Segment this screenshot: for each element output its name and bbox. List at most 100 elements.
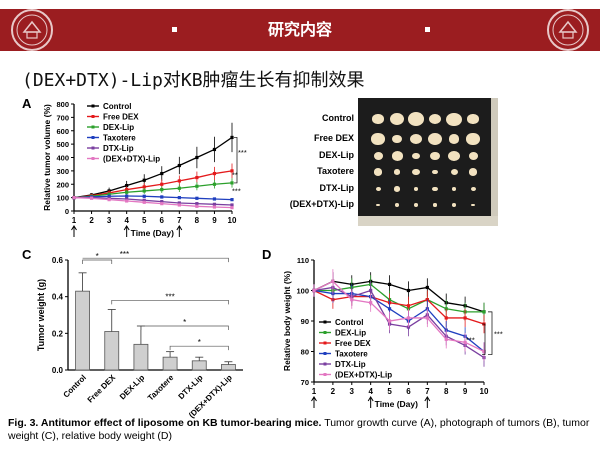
chart-d-point [406, 288, 411, 293]
caption-bold: Fig. 3. Antitumor effect of liposome on … [8, 417, 322, 429]
chart-d-y-tick-label: 100 [296, 287, 309, 296]
tumor-sample [373, 152, 383, 160]
chart-a-point [125, 199, 129, 203]
tumor-sample [375, 186, 381, 192]
chart-a-point [107, 194, 111, 198]
chart-c-category-label: Taxotere [146, 373, 176, 403]
chart-a-significance-label: *** [238, 148, 247, 157]
chart-d-legend-label: Taxotere [335, 350, 368, 359]
chart-c-bar [221, 364, 236, 371]
chart-a-point [142, 194, 146, 198]
caption-text: Tumor growth curve (A), photograph of tu… [8, 417, 590, 442]
tumor-sample [410, 133, 422, 145]
chart-a-series-line [73, 136, 233, 199]
ruler-horizontal [358, 216, 498, 226]
chart-d-point [482, 349, 486, 354]
chart-a-x-tick-label: 1 [72, 216, 77, 225]
chart-a-x-tick-label: 4 [124, 216, 129, 225]
chart-a-dosing-arrow-head [123, 225, 130, 231]
chart-a-point [212, 197, 217, 201]
chart-d-point [425, 316, 429, 320]
chart-d-y-axis-label: Relative body weight (%) [282, 271, 292, 371]
tumor-sample [394, 186, 400, 192]
title-banner [0, 9, 600, 51]
chart-a-x-tick-label: 3 [107, 216, 112, 225]
chart-a-x-tick-label: 5 [142, 216, 147, 225]
tumor-sample [392, 134, 402, 144]
chart-a-x-tick-label: 8 [195, 216, 200, 225]
chart-a-series-line [73, 196, 233, 209]
chart-d-significance-bracket [488, 311, 493, 355]
chart-c-significance-bracket [169, 345, 229, 351]
chart-a-legend-marker [91, 115, 95, 118]
tumor-sample [448, 150, 460, 162]
chart-a-series-line [74, 196, 233, 206]
chart-d-x-tick-label: 9 [463, 387, 468, 396]
chart-d-point [350, 298, 354, 302]
tumor-sample [428, 113, 442, 125]
university-seal-icon [547, 9, 589, 51]
tumor-sample [466, 133, 480, 145]
chart-c-bar [75, 290, 90, 371]
chart-d-point [406, 316, 411, 320]
chart-c-significance-label: *** [165, 292, 174, 301]
tumor-sample [371, 133, 385, 145]
chart-a-point [177, 201, 181, 205]
photo-row-label: DEX-Lip [319, 150, 354, 160]
tumor-sample [430, 151, 440, 161]
chart-d-series-line [313, 280, 485, 313]
chart-d-legend-marker [323, 331, 327, 334]
tumor-sample [432, 169, 438, 175]
chart-c-significance-bracket [82, 259, 113, 264]
chart-a-point [195, 175, 199, 180]
chart-c-significance-label: * [198, 338, 201, 347]
banner-bullet-left [172, 27, 177, 32]
chart-d-y-tick-label: 110 [297, 256, 309, 265]
chart-c-y-tick-label: 0.2 [52, 329, 64, 338]
chart-d-significance-bracket [482, 323, 486, 355]
panel-label-c: C [22, 247, 32, 262]
chart-d-y-tick-label: 80 [301, 348, 309, 357]
tumor-sample [451, 203, 457, 207]
chart-a-legend-label: (DEX+DTX)-Lip [103, 155, 160, 164]
chart-d-dosing-arrow-head [424, 396, 431, 402]
chart-a-x-tick-label: 7 [177, 216, 182, 225]
tumor-sample [407, 111, 425, 127]
chart-a-point [107, 192, 111, 196]
tumor-sample [412, 168, 420, 176]
chart-a-point [177, 163, 181, 168]
chart-a-y-axis-label: Relative tumor volume (%) [42, 104, 52, 211]
chart-c-category-label: DEX-Lip [118, 373, 146, 401]
tumor-sample [446, 112, 462, 126]
photo-row-label: (DEX+DTX)-Lip [289, 199, 354, 209]
tumor-sample [468, 168, 478, 176]
chart-d-point [444, 307, 448, 311]
tumor-sample [391, 151, 403, 161]
tumor-sample [470, 186, 476, 192]
chart-c-significance-label: * [183, 318, 186, 327]
chart-a-point [160, 202, 164, 206]
chart-c-bar [191, 360, 207, 371]
chart-a-point [230, 181, 234, 185]
chart-a-x-tick-label: 9 [212, 216, 217, 225]
chart-d-y-tick-label: 90 [301, 317, 309, 326]
chart-d-point [406, 325, 411, 329]
chart-a-y-tick-label: 200 [56, 180, 69, 189]
tumor-sample [413, 202, 419, 208]
chart-d-point [387, 319, 392, 323]
panel-label-a: A [22, 96, 32, 111]
chart-d-x-tick-label: 6 [406, 387, 411, 396]
university-seal-icon [11, 9, 53, 51]
photo-row-label: DTX-Lip [319, 183, 355, 193]
chart-d-point [482, 310, 486, 314]
tumor-sample [433, 203, 437, 207]
chart-d-legend-label: DEX-Lip [335, 329, 366, 338]
chart-c-significance-bracket [82, 257, 229, 263]
chart-c-bar [162, 356, 178, 371]
chart-a-point [230, 135, 234, 140]
chart-a-point [230, 198, 234, 202]
chart-d-series-line [313, 289, 485, 325]
chart-c-category-label: Free DEX [86, 373, 118, 405]
chart-d-point [369, 288, 373, 293]
chart-c-y-tick-label: 0.0 [52, 366, 64, 375]
